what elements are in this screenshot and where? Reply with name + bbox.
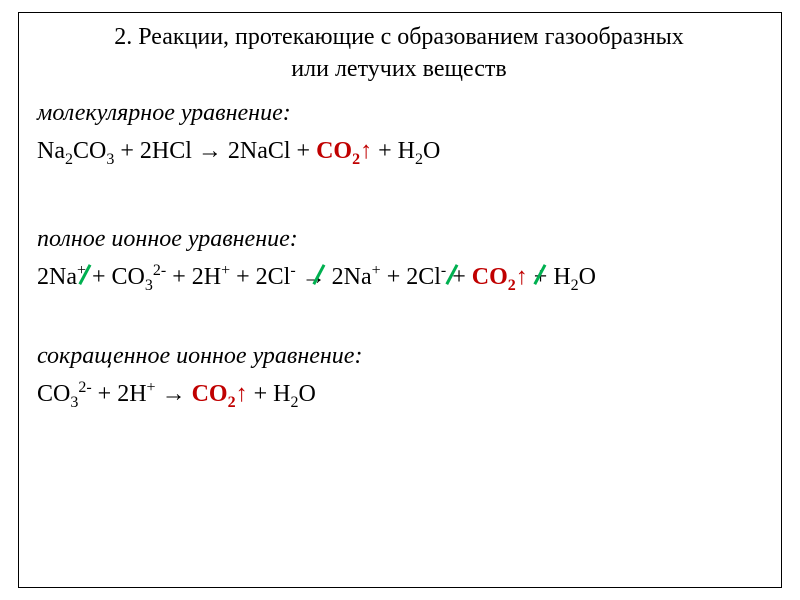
equation-molecular: Na2CO3 + 2HCl → 2NaCl + CO2↑ + H2O: [37, 135, 761, 169]
spacer: [37, 174, 761, 212]
co2-highlight: CO2↑: [192, 381, 248, 407]
equation-net-ionic: CO32- + 2H+ → CO2↑ + H2O: [37, 378, 761, 412]
content-frame: 2. Реакции, протекающие с образованием г…: [18, 12, 782, 588]
title-line-2: или летучих веществ: [37, 53, 761, 85]
title-block: 2. Реакции, протекающие с образованием г…: [37, 21, 761, 86]
page: 2. Реакции, протекающие с образованием г…: [0, 0, 800, 600]
title-line-1: 2. Реакции, протекающие с образованием г…: [37, 21, 761, 53]
co2-highlight: CO2↑: [472, 264, 528, 290]
label-net-ionic: сокращенное ионное уравнение:: [37, 343, 761, 370]
label-full-ionic: полное ионное уравнение:: [37, 226, 761, 253]
equation-full-ionic: 2Na+ + CO32- + 2H+ + 2Cl- → 2Na+ + 2Cl- …: [37, 261, 761, 295]
co2-highlight: CO2↑: [316, 138, 372, 164]
spacer: [37, 301, 761, 329]
label-molecular: молекулярное уравнение:: [37, 100, 761, 127]
